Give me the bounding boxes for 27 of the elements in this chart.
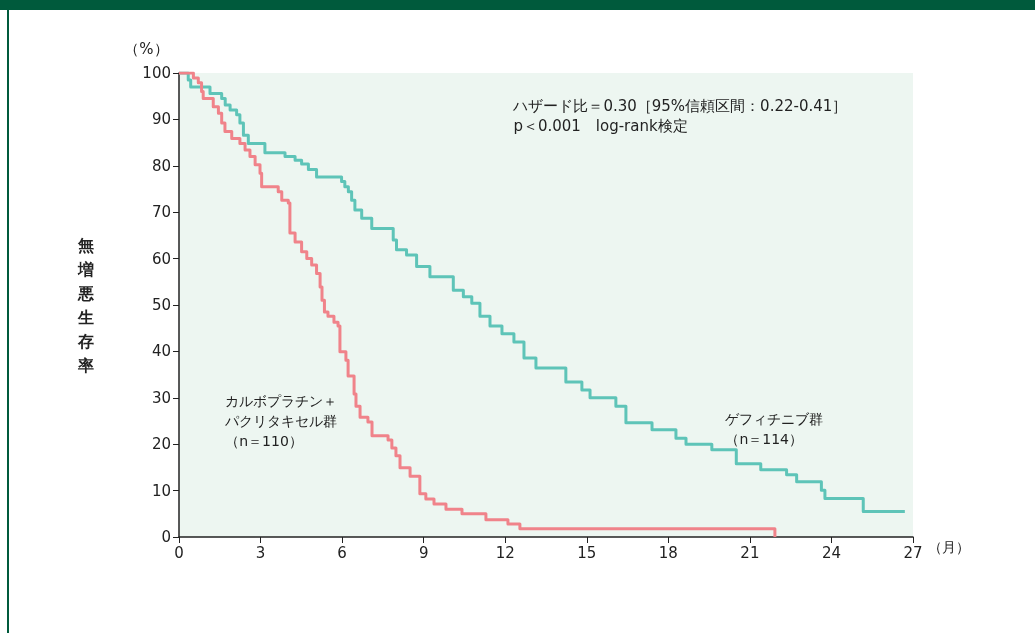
x-tick-label: 27 [903,543,923,562]
y-tick-label: 90 [151,110,171,129]
y-tick-label: 30 [151,388,171,407]
series-label: ゲフィチニブ群（n＝114） [725,411,824,448]
text: （%） [124,40,169,59]
y-tick-label: 80 [151,156,171,175]
x-tick-label: 21 [740,543,760,562]
y-tick-label: 20 [151,435,171,454]
x-tick-label: 6 [337,543,347,562]
y-tick-label: 50 [151,296,171,314]
series-label: カルボプラチン＋パクリタキセル群（n＝110） [224,392,338,449]
y-tick-label: 70 [151,203,171,222]
y-tick-label: 60 [151,249,171,268]
x-tick-label: 3 [255,543,266,562]
x-tick-label: 18 [658,543,678,562]
y-tick-label: 0 [161,528,171,546]
annotation: ハザード比＝0.30［95%信頼区間：0.22-0.41］ p＜0.001 log-rank検定 [512,97,848,136]
y-tick-label: 40 [151,342,171,361]
y-axis-title: 無増悪生存率 [77,235,94,375]
x-tick-label: 0 [174,543,184,562]
x-axis-title: （月） [928,539,971,555]
y-tick-label: 10 [151,481,171,500]
x-tick-label: 15 [577,543,597,562]
x-tick-label: 9 [418,543,429,562]
x-tick-label: 24 [821,543,841,562]
x-tick-label: 12 [495,543,515,562]
y-tick-label: 100 [142,64,171,82]
